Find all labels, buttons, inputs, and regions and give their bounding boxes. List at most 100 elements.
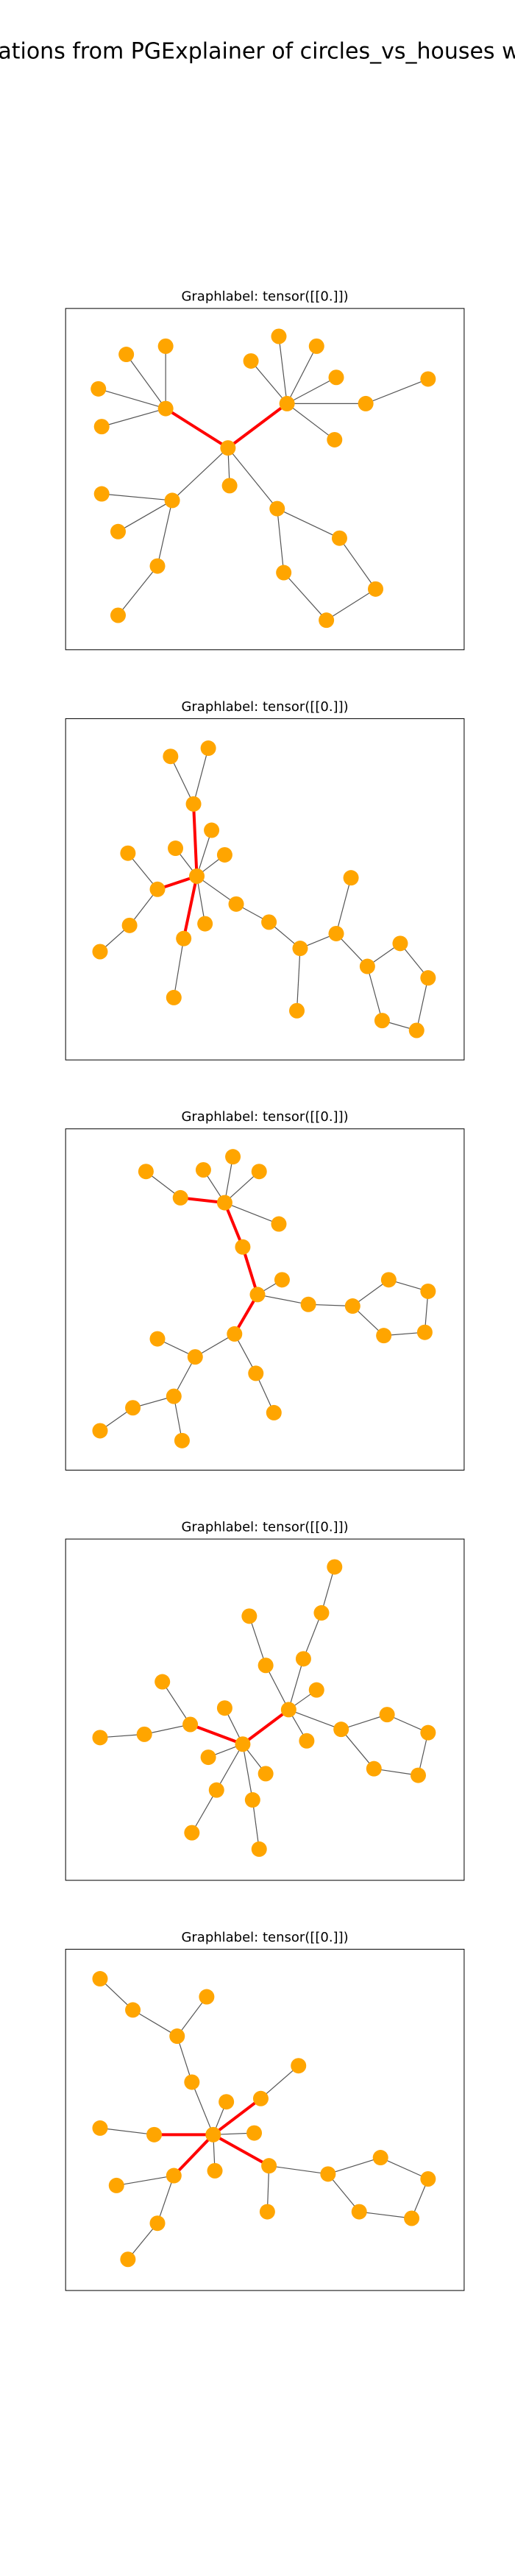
figure-title: izations from PGExplainer of circles_vs_… [0,39,515,65]
highlighted-edge [212,2133,270,2168]
node [166,2168,182,2184]
edge [118,565,158,616]
node [221,478,238,494]
node [308,338,324,354]
node [358,395,374,411]
node [258,1657,274,1674]
highlighted-edge [192,804,199,877]
node [420,2171,436,2187]
edge [321,1566,335,1613]
node [248,1365,264,1381]
edge [283,572,327,621]
node [261,2158,277,2174]
panel-title: Graphlabel: tensor([[0.]]) [181,1930,348,1945]
edge [278,336,288,404]
node [166,1388,182,1404]
node [269,500,285,517]
node [227,1326,243,1342]
node [420,371,436,387]
node [120,2251,136,2268]
panel-title: Graphlabel: tensor([[0.]]) [181,1109,348,1125]
node [125,1400,141,1416]
node [333,1722,349,1738]
node [93,486,110,502]
highlighted-edge [227,402,288,450]
node [351,2204,367,2220]
edge [227,447,278,509]
edge [191,2081,214,2135]
edge [132,2009,178,2037]
edge [277,509,285,573]
node [187,1349,203,1365]
node [274,1272,290,1288]
node [92,2120,108,2136]
panel-title: Graphlabel: tensor([[0.]]) [181,289,348,305]
node [343,870,359,886]
node [200,1749,216,1766]
panel-frame [65,718,465,1061]
node [420,970,436,986]
node [376,1328,392,1344]
node [366,1761,382,1777]
node [208,1782,224,1798]
edge [365,378,429,404]
edge [286,377,337,404]
node [372,2150,388,2166]
node [92,1730,108,1746]
edge [196,875,237,905]
node [120,845,136,861]
node [291,2058,307,2074]
edge [265,1665,289,1710]
edge [277,508,340,539]
edge [326,588,376,621]
node [136,1726,152,1742]
edge [327,2173,360,2212]
highlighted-edge [172,2133,215,2177]
edge [327,2156,381,2175]
node [146,2126,163,2142]
edge [224,1202,280,1225]
node [110,523,127,539]
node [199,1989,215,2005]
node [404,2210,420,2226]
edge [196,829,213,877]
node [292,941,308,957]
node [184,2074,200,2090]
node [308,1682,324,1698]
node [176,930,192,946]
edge [177,1996,207,2037]
node [243,353,259,369]
edge [173,938,185,998]
node [279,395,295,411]
node [149,881,166,897]
highlighted-edge [165,407,229,450]
node [251,1164,267,1180]
highlighted-edge [241,1246,259,1295]
edge [341,1714,388,1730]
edge [269,2165,328,2175]
edge [127,2223,158,2260]
node [410,1767,426,1783]
node [149,558,166,574]
edge [296,948,301,1011]
highlighted-edge [241,1708,290,1746]
edge [249,1616,266,1666]
highlighted-edge [182,876,199,939]
node [313,1604,330,1621]
node [157,338,174,354]
edge [224,1156,234,1203]
node [216,846,232,863]
edge [144,1724,191,1735]
node [289,1002,305,1019]
node [195,1161,211,1178]
node [149,1331,166,1347]
highlighted-edge [212,2097,262,2136]
node [271,328,287,344]
edge [126,354,166,409]
node [392,935,408,952]
edge [302,1613,322,1660]
node [197,916,213,932]
edge [335,877,352,934]
edge [288,1709,341,1730]
node [163,749,179,765]
